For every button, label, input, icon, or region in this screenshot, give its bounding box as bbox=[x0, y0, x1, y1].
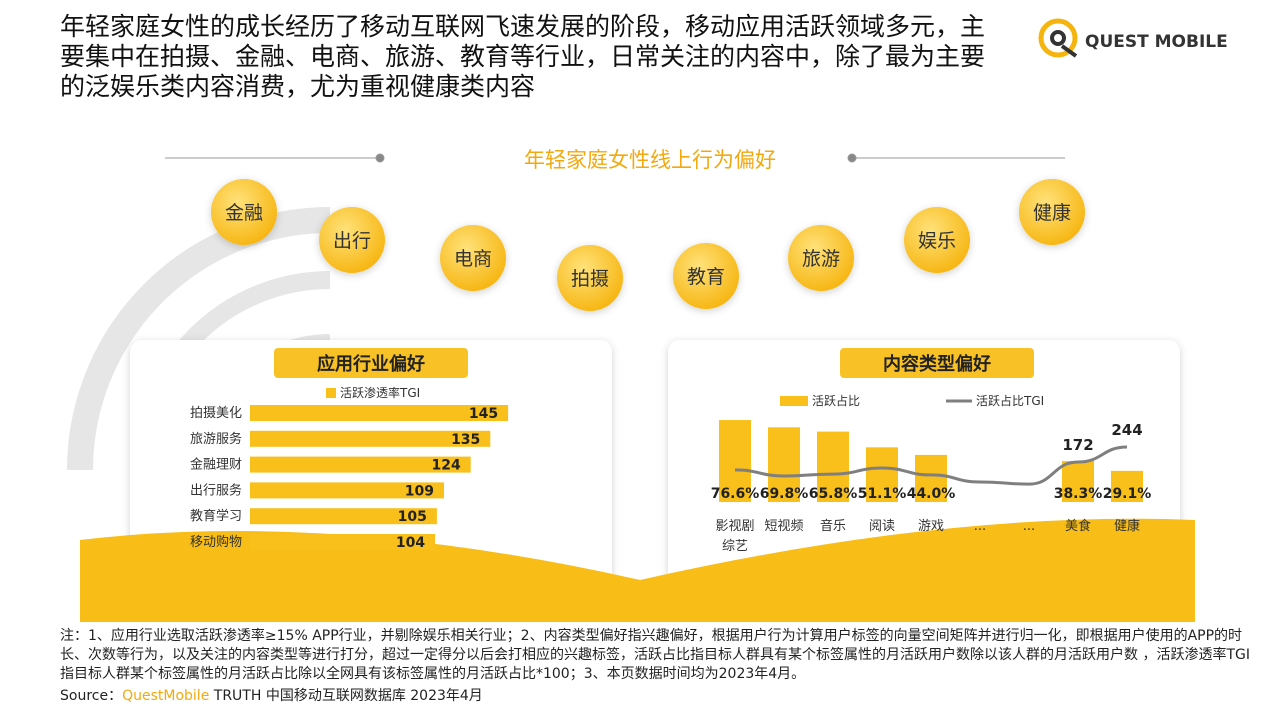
bar bbox=[250, 534, 436, 550]
bar bbox=[719, 420, 751, 502]
tag-label: 健康 bbox=[1033, 202, 1071, 224]
source: Source：QuestMobile TRUTH 中国移动互联网数据库 2023… bbox=[60, 685, 483, 705]
card-title: 应用行业偏好 bbox=[317, 353, 425, 375]
legend-swatch bbox=[780, 396, 808, 406]
value-label: 104 bbox=[396, 535, 425, 551]
line bbox=[734, 445, 1128, 486]
card-title-bg bbox=[274, 348, 468, 378]
logo: QUEST MOBILE bbox=[1085, 32, 1228, 52]
tag-label: 教育 bbox=[687, 266, 725, 288]
category-label: 游戏 bbox=[917, 519, 944, 534]
section-divider bbox=[165, 153, 1065, 163]
tag-label: 拍摄 bbox=[571, 268, 609, 290]
tag-bubble bbox=[788, 225, 854, 291]
value-label: 76.6% bbox=[711, 486, 760, 502]
category-label: ... bbox=[973, 519, 987, 534]
value-label: 105 bbox=[398, 509, 427, 525]
card-title-bg bbox=[840, 348, 1034, 378]
bar bbox=[866, 447, 898, 502]
value-label: 124 bbox=[431, 458, 460, 474]
card-title: 内容类型偏好 bbox=[883, 353, 991, 375]
value-label: 244 bbox=[1111, 421, 1142, 439]
bar bbox=[250, 430, 491, 447]
tag-bubble bbox=[319, 207, 385, 273]
category-label: 音乐 bbox=[819, 519, 846, 534]
value-label: 109 bbox=[405, 483, 434, 499]
value-label: 172 bbox=[1062, 436, 1093, 454]
tag-bubble bbox=[904, 207, 970, 273]
value-label: 145 bbox=[469, 406, 498, 422]
bar bbox=[768, 427, 800, 502]
value-label: 38.3% bbox=[1054, 486, 1103, 502]
bar bbox=[250, 482, 445, 499]
tag-bubble bbox=[673, 243, 739, 309]
value-label: 44.0% bbox=[907, 486, 956, 502]
tag-bubble bbox=[211, 179, 277, 245]
logo-icon bbox=[1038, 18, 1078, 58]
value-label: 65.8% bbox=[809, 486, 858, 502]
bar bbox=[250, 508, 437, 525]
tag-bubble bbox=[1019, 179, 1085, 245]
legend-swatch bbox=[326, 388, 336, 398]
value-label: 69.8% bbox=[760, 486, 809, 502]
category-label: 美食 bbox=[1064, 519, 1091, 534]
value-label: 29.1% bbox=[1103, 486, 1152, 502]
tag-bubble bbox=[557, 245, 623, 311]
category-label: 拍摄美化 bbox=[190, 406, 242, 421]
value-label: 51.1% bbox=[858, 486, 907, 502]
category-label: 出行服务 bbox=[190, 482, 242, 498]
section-title: 年轻家庭女性线上行为偏好 bbox=[524, 148, 776, 172]
category-label: 金融理财 bbox=[190, 457, 242, 473]
bar bbox=[250, 405, 509, 421]
category-label: 健康 bbox=[1113, 519, 1140, 534]
bar bbox=[817, 431, 849, 502]
category-label: 短视频 bbox=[764, 519, 804, 534]
notes: 注：1、应用行业选取活跃渗透率≥15% APP行业，并剔除娱乐相关行业；2、内容… bbox=[60, 628, 1250, 682]
legend-label: 活跃渗透率TGI bbox=[340, 385, 420, 400]
bar bbox=[915, 454, 947, 502]
legend-label: 活跃占比TGI bbox=[976, 393, 1044, 408]
tag-label: 出行 bbox=[333, 230, 371, 252]
bar bbox=[1062, 461, 1094, 502]
category-label: 阅读 bbox=[868, 519, 895, 534]
legend-label: 活跃占比 bbox=[812, 393, 860, 408]
source-text: TRUTH 中国移动互联网数据库 2023年4月 bbox=[209, 688, 483, 704]
tag-label: 电商 bbox=[454, 248, 492, 270]
tag-label: 旅游 bbox=[802, 248, 840, 270]
source-label: Source： bbox=[60, 688, 123, 704]
bar bbox=[1111, 470, 1143, 502]
title: 年轻家庭女性的成长经历了移动互联网飞速发展的阶段，移动应用活跃领域多元，主要集中… bbox=[60, 12, 986, 101]
value-label: 135 bbox=[451, 432, 480, 448]
bar bbox=[250, 456, 471, 473]
category-label: ... bbox=[1022, 519, 1036, 534]
category-label: 旅游服务 bbox=[190, 431, 242, 447]
source-brand: QuestMobile bbox=[122, 688, 210, 704]
tag-bubble bbox=[440, 225, 506, 291]
category-label: 教育学习 bbox=[190, 508, 242, 524]
category-label: 影视剧综艺 bbox=[715, 519, 755, 554]
category-label: 移动购物 bbox=[190, 534, 242, 550]
tag-label: 娱乐 bbox=[918, 230, 956, 252]
tag-label: 金融 bbox=[225, 202, 263, 224]
